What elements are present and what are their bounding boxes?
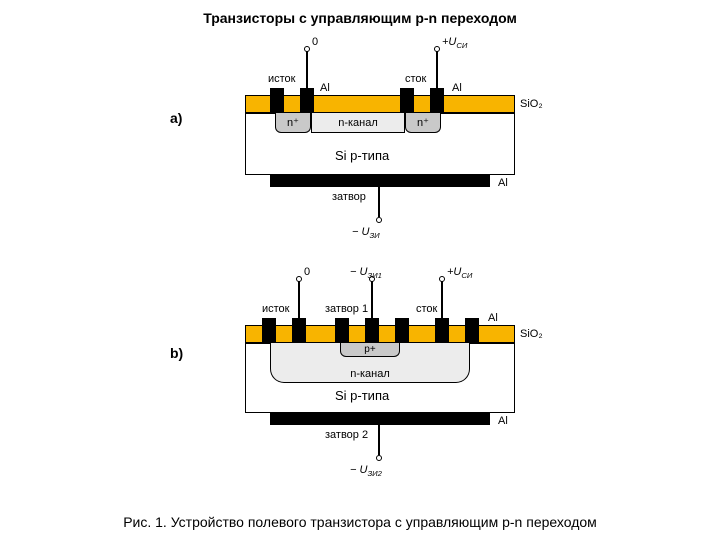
- terminal-b-drain: [439, 276, 445, 282]
- lbl-zero-b: 0: [304, 266, 310, 278]
- contact-b-7: [465, 318, 479, 343]
- lbl-sio2-a: SiO₂: [520, 98, 543, 110]
- lbl-drain-a: сток: [405, 73, 426, 85]
- terminal-b-gate2: [376, 455, 382, 461]
- contact-b-4: [365, 318, 379, 343]
- lbl-zero-a: 0: [312, 36, 318, 48]
- contact-b-3: [335, 318, 349, 343]
- lbl-uzi1-b: − UЗИ1: [350, 266, 382, 280]
- terminal-b-source: [296, 276, 302, 282]
- lead-b-gate2: [378, 425, 380, 455]
- contact-a-2: [300, 88, 314, 113]
- lbl-gate2-b: затвор 2: [325, 429, 368, 441]
- gate2-bottom-b: [270, 413, 490, 425]
- lbl-source-b: исток: [262, 303, 290, 315]
- panel-b-label: b): [170, 345, 183, 361]
- terminal-a-drain: [434, 46, 440, 52]
- lbl-sio2-b: SiO₂: [520, 328, 543, 340]
- contact-b-2: [292, 318, 306, 343]
- lead-a-source: [306, 50, 308, 88]
- lbl-al-b: Al: [488, 312, 498, 324]
- lbl-uzi-a: − UЗИ: [352, 226, 380, 240]
- lead-b-gate1: [371, 280, 373, 318]
- contact-b-1: [262, 318, 276, 343]
- lbl-al-b-bottom: Al: [498, 415, 508, 427]
- lbl-gate1-b: затвор 1: [325, 303, 368, 315]
- panel-b: b) n-канал p+ 0 − UЗИ1 +UСИ исток затвор…: [200, 270, 520, 480]
- lead-a-drain: [436, 50, 438, 88]
- terminal-a-source: [304, 46, 310, 52]
- lbl-al-a-left: Al: [320, 82, 330, 94]
- lbl-substrate-b: Si p-типа: [335, 388, 389, 403]
- lbl-drain-b: сток: [416, 303, 437, 315]
- lead-b-source: [298, 280, 300, 318]
- panel-a: a) n-канал n⁺ n⁺ 0 +UСИ исток сток Al Al…: [200, 40, 520, 240]
- lbl-al-a-bottom: Al: [498, 177, 508, 189]
- gate-bottom-a: [270, 175, 490, 187]
- n-plus-right-a: n⁺: [405, 113, 441, 133]
- lbl-source-a: исток: [268, 73, 296, 85]
- p-plus-b: p+: [340, 343, 400, 357]
- n-channel-a: n-канал: [311, 113, 405, 133]
- lbl-gate-a: затвор: [332, 191, 366, 203]
- oxide-layer-a: [245, 95, 515, 113]
- n-plus-left-a: n⁺: [275, 113, 311, 133]
- lbl-substrate-a: Si p-типа: [335, 148, 389, 163]
- contact-a-1: [270, 88, 284, 113]
- terminal-a-gate: [376, 217, 382, 223]
- contact-b-6: [435, 318, 449, 343]
- lbl-uzi2-b: − UЗИ2: [350, 464, 382, 478]
- contact-a-3: [400, 88, 414, 113]
- contact-b-5: [395, 318, 409, 343]
- figure-caption: Рис. 1. Устройство полевого транзистора …: [0, 514, 720, 530]
- lbl-usi-b: +UСИ: [447, 266, 472, 280]
- page-title: Транзисторы с управляющим p-n переходом: [0, 10, 720, 26]
- lbl-usi-a: +UСИ: [442, 36, 467, 50]
- contact-a-4: [430, 88, 444, 113]
- lead-a-gate: [378, 187, 380, 217]
- panel-a-label: a): [170, 110, 182, 126]
- lbl-al-a-right: Al: [452, 82, 462, 94]
- lead-b-drain: [441, 280, 443, 318]
